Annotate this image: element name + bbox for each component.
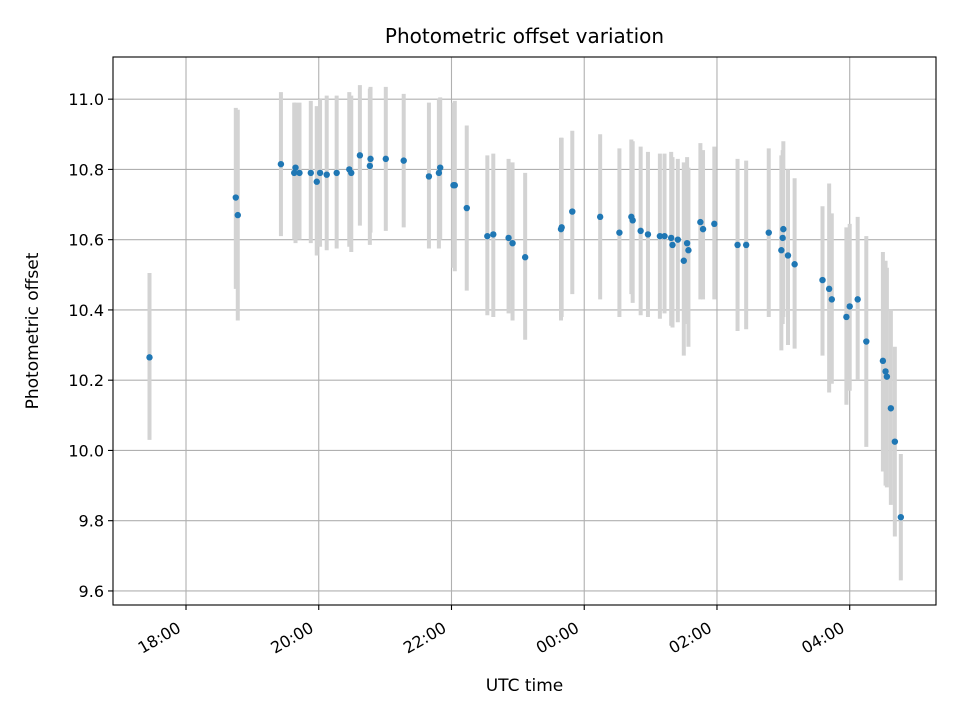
data-point [734,241,741,249]
data-point [765,229,772,236]
data-point [290,169,298,177]
data-point [825,285,833,293]
data-point [366,162,374,170]
data-point [629,217,636,224]
data-point [146,354,153,361]
y-tick-label: 10.6 [68,231,104,250]
data-point [490,231,497,238]
data-point [637,227,644,235]
data-point [779,234,786,242]
data-point [674,236,682,243]
data-point [313,178,320,185]
data-point [882,368,889,375]
chart-title: Photometric offset variation [385,24,664,48]
data-point [509,239,516,247]
y-tick-label: 11.0 [68,90,104,109]
y-axis-ticks: 9.6 9.8 10.0 10.2 10.4 10.6 10.8 11.0 [68,90,113,601]
data-point [680,257,687,264]
data-point [828,296,835,303]
data-point [616,229,623,236]
data-point [784,252,792,259]
data-point [791,261,798,268]
data-point [742,241,750,249]
data-points [146,152,905,521]
data-point [323,171,330,178]
data-point [316,169,324,177]
y-tick-label: 9.8 [79,512,104,531]
data-point [356,152,364,159]
data-point [711,220,718,228]
data-point [667,234,675,242]
data-point [897,513,905,521]
data-point [569,208,576,215]
data-point [277,160,285,168]
data-point [780,225,787,233]
data-point [656,232,664,240]
data-point [437,164,444,171]
data-point [891,438,899,445]
data-point [697,218,704,226]
data-point [558,224,565,231]
y-tick-label: 9.6 [79,582,104,601]
data-point [879,357,887,365]
data-point [521,254,529,261]
data-point [854,296,861,303]
data-point [296,169,303,177]
data-point [699,225,707,233]
data-point [333,169,340,177]
y-tick-label: 10.2 [68,371,104,390]
data-point [463,204,470,212]
data-point [683,239,691,247]
data-point [661,232,668,240]
data-point [843,313,850,321]
data-point [425,173,433,180]
data-point [596,213,604,221]
data-point [451,182,459,189]
data-point [819,276,826,284]
data-point [232,194,239,201]
data-point [644,231,652,238]
data-point [505,234,512,242]
y-tick-label: 10.8 [68,160,104,179]
data-point [685,247,692,254]
data-point [307,169,314,177]
data-point [292,164,299,171]
plot-frame [112,56,937,606]
data-point [846,303,853,310]
data-point [400,157,407,164]
data-point [669,241,676,249]
x-axis-label: UTC time [486,676,564,696]
data-point [348,169,355,177]
data-point [367,155,374,163]
data-point [435,169,443,177]
y-tick-label: 10.0 [68,441,104,460]
data-point [382,155,389,163]
data-point [863,338,870,345]
data-point [778,247,785,254]
data-point [883,373,891,380]
y-axis-label: Photometric offset [23,252,43,409]
data-point [887,405,895,412]
y-tick-label: 10.4 [68,301,104,320]
data-point [234,211,241,219]
data-point [484,232,491,240]
